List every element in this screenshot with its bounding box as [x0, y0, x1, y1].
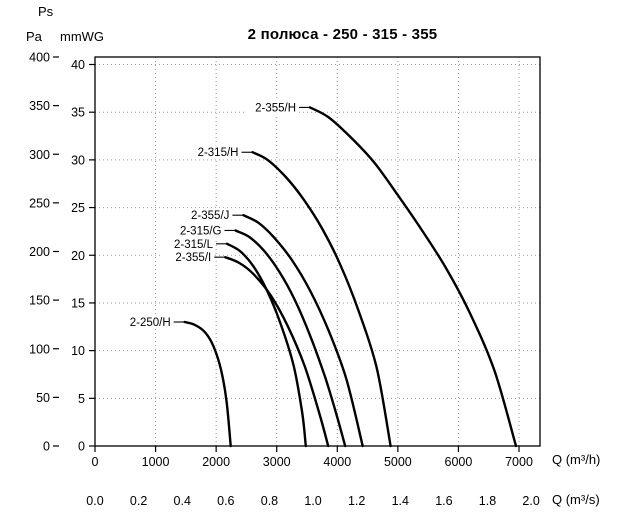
- x-axis-m3s-unit: Q (m³/s): [552, 492, 600, 507]
- curve-labels: 2-355/H 2-315/H 2-355/J 2-315/G 2-315/L2-355…: [121, 100, 310, 330]
- svg-text:2.0: 2.0: [522, 494, 539, 508]
- svg-text:1.6: 1.6: [435, 494, 452, 508]
- x-axis-m3s: 0.0 0.2 0.4 0.6 0.8 1.0 1.2 1.4 1.6 1.8 2.0: [86, 494, 540, 508]
- curve-2-315-L: [225, 242, 307, 448]
- svg-text:2-355/J: 2-355/J: [191, 210, 229, 222]
- svg-text:1.2: 1.2: [348, 494, 365, 508]
- svg-text:2-315/G: 2-315/G: [180, 225, 222, 237]
- y-axis-mmwg-unit: mmWG: [60, 29, 105, 44]
- svg-text:2-315/L: 2-315/L: [174, 239, 214, 251]
- svg-text:1000: 1000: [142, 455, 170, 469]
- svg-text:5: 5: [78, 392, 85, 406]
- curve-label-2-315-H: 2-315/H: [189, 145, 252, 160]
- curve-2-355-I: [224, 256, 330, 448]
- curve-2-315-H: [251, 151, 392, 448]
- curve-2-355-H: [308, 106, 518, 448]
- svg-text:200: 200: [29, 245, 50, 259]
- chart-title: 2 полюса - 250 - 315 - 355: [247, 26, 438, 43]
- curve-label-2-355-J: 2-355/J: [180, 208, 243, 223]
- svg-text:0: 0: [92, 455, 99, 469]
- svg-text:2-355/I: 2-355/I: [175, 252, 211, 264]
- curve-2-315-G: [234, 229, 347, 448]
- svg-text:25: 25: [71, 201, 85, 215]
- svg-text:0.4: 0.4: [174, 494, 191, 508]
- svg-text:5000: 5000: [384, 455, 412, 469]
- svg-text:100: 100: [29, 342, 50, 356]
- svg-text:0.2: 0.2: [130, 494, 147, 508]
- plot-border: [94, 56, 541, 447]
- svg-text:7000: 7000: [505, 455, 533, 469]
- svg-text:250: 250: [29, 196, 50, 210]
- svg-text:50: 50: [36, 391, 50, 405]
- svg-text:2-315/H: 2-315/H: [198, 147, 239, 159]
- curve-2-355-J: [242, 214, 364, 448]
- svg-text:3000: 3000: [263, 455, 291, 469]
- x-axis-m3h-unit: Q (m³/h): [552, 452, 601, 467]
- svg-text:4000: 4000: [323, 455, 351, 469]
- svg-text:20: 20: [71, 249, 85, 263]
- svg-text:40: 40: [71, 58, 85, 72]
- svg-text:2000: 2000: [202, 455, 230, 469]
- svg-text:35: 35: [71, 106, 85, 120]
- svg-text:2-355/H: 2-355/H: [255, 102, 296, 114]
- y-axis-pa-unit: Pa: [26, 29, 42, 44]
- curves: [183, 106, 518, 448]
- curve-label-2-315-G: 2-315/G: [172, 223, 235, 238]
- svg-text:1.4: 1.4: [392, 494, 409, 508]
- curve-label-2-250-H: 2-250/H: [121, 315, 184, 330]
- curve-2-250-H: [183, 320, 232, 448]
- svg-text:0: 0: [43, 440, 50, 454]
- svg-text:15: 15: [71, 296, 85, 310]
- svg-text:2-250/H: 2-250/H: [130, 317, 171, 329]
- svg-text:350: 350: [29, 99, 50, 113]
- svg-text:1.8: 1.8: [479, 494, 496, 508]
- svg-text:6000: 6000: [445, 455, 473, 469]
- curve-label-2-355-H: 2-355/H: [246, 100, 310, 115]
- svg-text:150: 150: [29, 294, 50, 308]
- svg-text:400: 400: [29, 51, 50, 65]
- y-axis-pa: 0 50 100 150 200 250 300 350 400: [29, 51, 59, 454]
- svg-text:0.8: 0.8: [261, 494, 278, 508]
- curve-label-2-355-I: 2-355/I: [161, 250, 225, 265]
- svg-text:1.0: 1.0: [304, 494, 321, 508]
- y-axis-top-label: Ps: [38, 4, 54, 19]
- grid: [95, 57, 540, 446]
- svg-text:0.0: 0.0: [86, 494, 103, 508]
- svg-text:300: 300: [29, 148, 50, 162]
- svg-text:0.6: 0.6: [217, 494, 234, 508]
- svg-text:0: 0: [78, 440, 85, 454]
- x-axis-m3h: 0 1000 2000 3000 4000 5000 6000 7000: [92, 446, 533, 469]
- svg-text:30: 30: [71, 153, 85, 167]
- svg-text:10: 10: [71, 344, 85, 358]
- y-axis-mmwg: 0 5 10 15 20 25 30 35 40: [71, 58, 95, 454]
- curve-label-2-315-L: 2-315/L: [163, 236, 227, 251]
